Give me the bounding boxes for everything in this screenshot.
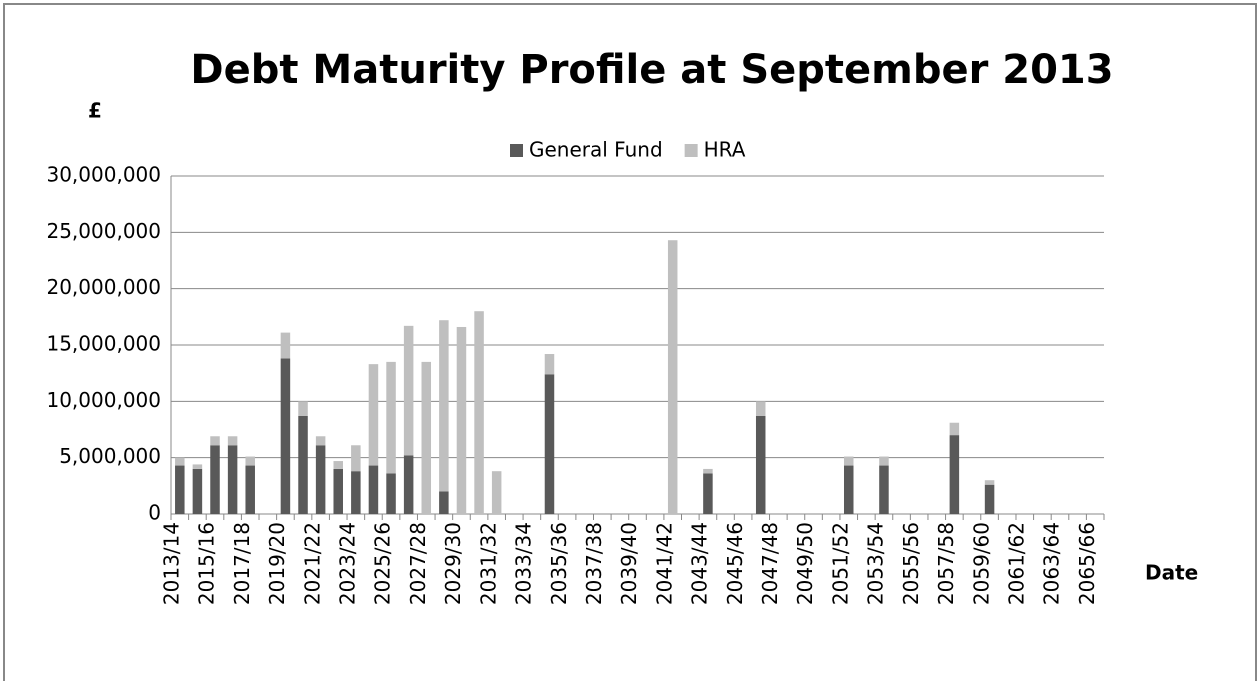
- x-tick-label: 2043/44: [688, 522, 712, 605]
- bar: [386, 361, 396, 474]
- bar: [544, 354, 555, 375]
- bar: [245, 456, 255, 466]
- bar: [439, 320, 449, 492]
- x-tick-label: 2039/40: [617, 522, 641, 605]
- x-tick-label: 2035/36: [547, 522, 571, 605]
- bar: [703, 468, 713, 474]
- x-tick-label: 2055/56: [899, 522, 923, 605]
- x-tick-label: 2041/42: [652, 522, 676, 605]
- x-tick-label: 2015/16: [195, 522, 219, 605]
- x-tick-label: 2019/20: [265, 522, 289, 605]
- x-tick-label: 2049/50: [793, 522, 817, 605]
- bar: [456, 326, 467, 514]
- bar: [843, 456, 854, 466]
- bar: [949, 435, 960, 514]
- x-tick-label: 2053/54: [864, 522, 888, 605]
- y-tick-label: 10,000,000: [46, 388, 161, 412]
- y-tick-label: 5,000,000: [59, 444, 161, 468]
- bar: [210, 445, 220, 514]
- y-tick-label: 0: [148, 501, 161, 525]
- x-tick-label: 2057/58: [934, 522, 958, 605]
- x-tick-label: 2059/60: [969, 522, 993, 605]
- bar: [755, 415, 766, 514]
- x-tick-label: 2025/26: [371, 522, 395, 605]
- x-tick-label: 2061/62: [1004, 522, 1028, 605]
- bar: [280, 358, 291, 514]
- bar: [755, 401, 766, 416]
- bar: [315, 445, 326, 514]
- bar: [403, 325, 414, 456]
- bar: [175, 457, 185, 466]
- bar: [667, 240, 678, 514]
- x-tick-label: 2037/38: [582, 522, 606, 605]
- x-tick-label: 2021/22: [300, 522, 324, 605]
- y-tick-label: 25,000,000: [46, 219, 161, 243]
- bar: [843, 465, 854, 514]
- y-tick-label: 15,000,000: [46, 332, 161, 356]
- bar: [192, 468, 203, 514]
- bar: [879, 456, 889, 466]
- bar: [210, 436, 220, 446]
- x-tick-label: 2051/52: [828, 522, 852, 605]
- x-tick-label: 2045/46: [723, 522, 747, 605]
- bar: [192, 464, 203, 469]
- legend-swatch: [684, 144, 698, 157]
- bar: [421, 361, 432, 514]
- bar: [474, 311, 484, 514]
- x-tick-label: 2017/18: [230, 522, 254, 605]
- bar: [298, 401, 308, 416]
- bar: [879, 465, 889, 514]
- x-tick-label: 2047/48: [758, 522, 782, 605]
- y-tick-label: 30,000,000: [46, 163, 161, 187]
- bar: [280, 332, 291, 359]
- bar: [403, 455, 414, 514]
- bar: [491, 471, 502, 514]
- bar: [368, 465, 379, 514]
- x-tick-label: 2063/64: [1040, 522, 1064, 605]
- bar: [227, 445, 238, 514]
- legend-label: General Fund: [529, 138, 663, 162]
- bar: [245, 465, 255, 514]
- x-tick-label: 2027/28: [406, 522, 430, 605]
- bar: [227, 436, 238, 446]
- legend-label: HRA: [704, 138, 746, 162]
- bar: [949, 422, 960, 436]
- bar: [386, 473, 396, 514]
- y-axis-label: £: [88, 99, 102, 123]
- x-tick-label: 2031/32: [476, 522, 500, 605]
- bar: [315, 436, 326, 446]
- x-tick-label: 2033/34: [512, 522, 536, 605]
- bar: [298, 415, 308, 514]
- bar: [368, 364, 379, 466]
- y-tick-label: 20,000,000: [46, 275, 161, 299]
- bar: [984, 480, 995, 485]
- x-tick-label: 2023/24: [336, 522, 360, 605]
- bar: [175, 465, 185, 514]
- bar: [351, 445, 361, 472]
- bar: [351, 471, 361, 514]
- chart-title: Debt Maturity Profile at September 2013: [190, 47, 1113, 93]
- x-tick-label: 2065/66: [1075, 522, 1099, 605]
- bar: [703, 473, 713, 514]
- x-tick-label: 2029/30: [441, 522, 465, 605]
- bar: [333, 461, 343, 469]
- bar: [333, 468, 343, 514]
- legend-swatch: [510, 144, 523, 157]
- x-tick-label: 2013/14: [160, 522, 184, 605]
- frame: [3, 3, 1257, 681]
- bar: [544, 374, 555, 514]
- bar: [984, 484, 995, 514]
- bar: [439, 491, 449, 514]
- x-axis-label: Date: [1145, 561, 1198, 585]
